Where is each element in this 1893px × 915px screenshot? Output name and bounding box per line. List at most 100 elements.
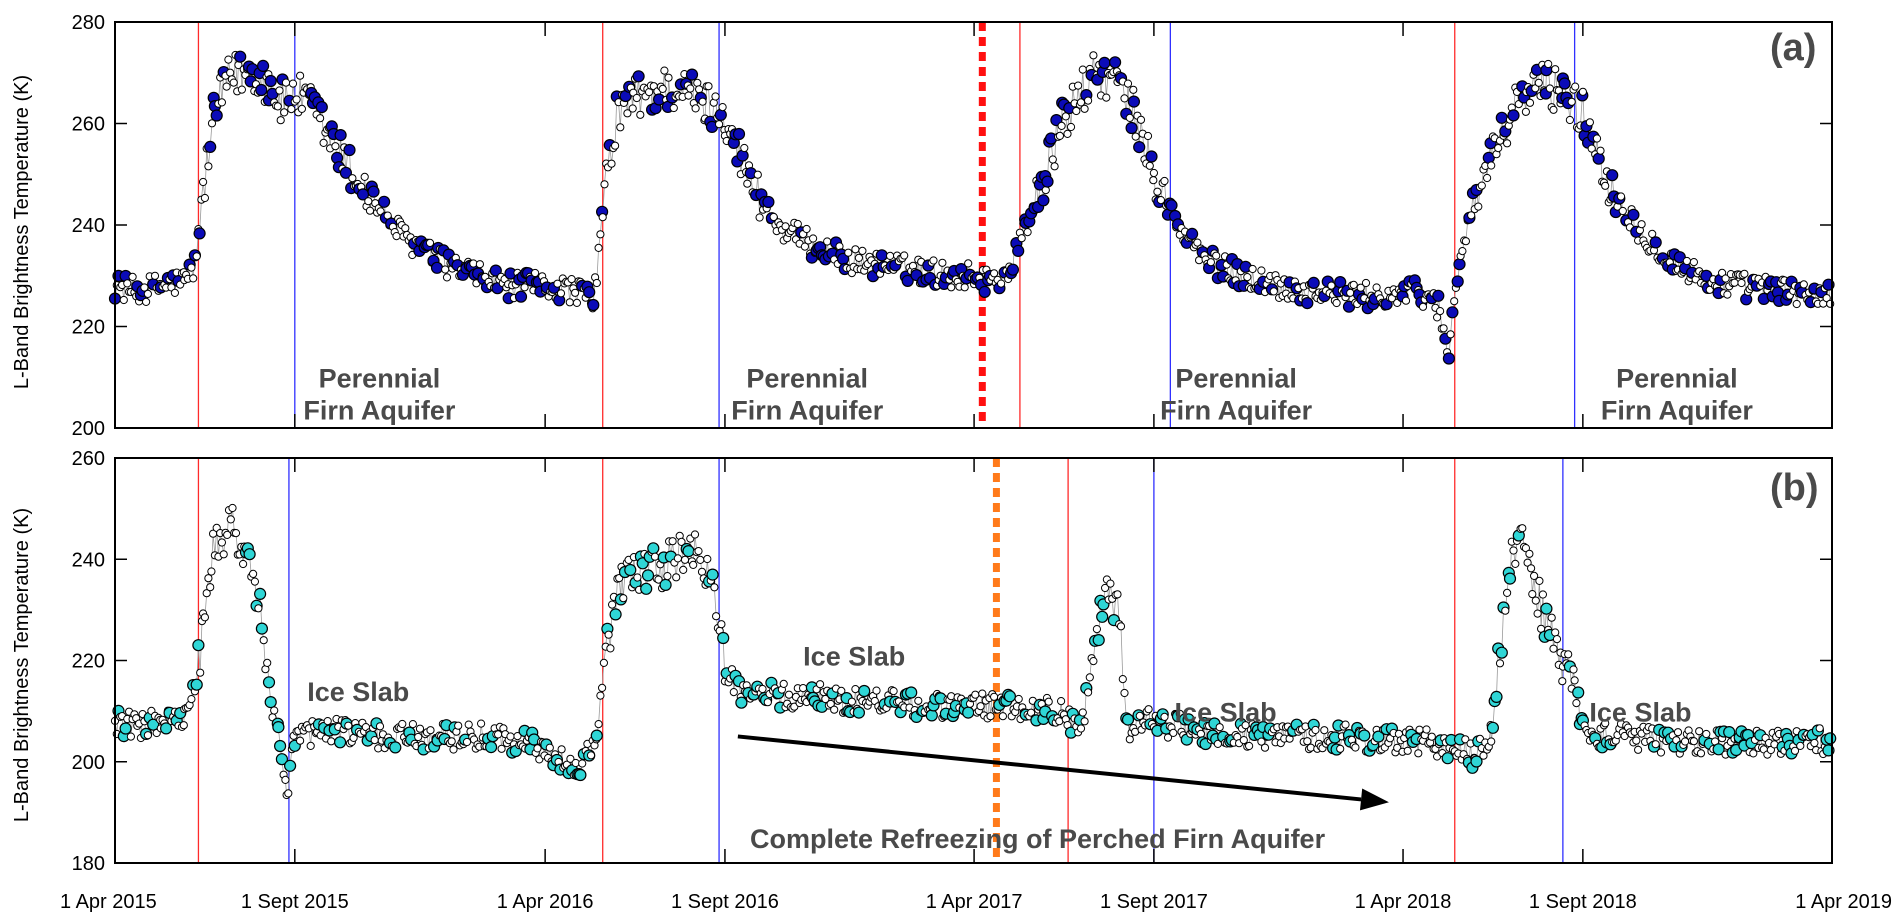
- data-point: [691, 104, 700, 113]
- data-point: [1824, 732, 1837, 745]
- data-point: [1799, 280, 1808, 289]
- data-point: [799, 684, 808, 693]
- data-point: [1108, 56, 1122, 69]
- data-point: [425, 238, 435, 247]
- data-point: [1673, 251, 1686, 264]
- data-point: [1567, 97, 1576, 106]
- data-point: [802, 224, 811, 234]
- data-point: [229, 78, 238, 87]
- panel-b: Ice Slab Ice Slab Ice Slab Ice Slab Complete…: [60, 448, 1892, 913]
- data-point: [743, 179, 752, 188]
- data-point: [398, 719, 407, 729]
- data-point: [464, 720, 473, 729]
- data-point: [697, 567, 707, 576]
- data-point: [1696, 749, 1706, 758]
- data-point: [1401, 296, 1411, 305]
- data-point: [1092, 625, 1102, 634]
- data-point: [190, 678, 203, 691]
- data-point: [962, 706, 975, 719]
- x-tick-label: 1 Sept 2017: [1100, 891, 1208, 913]
- data-point: [978, 285, 991, 298]
- data-point: [664, 73, 673, 82]
- data-point: [1634, 745, 1643, 754]
- data-point: [1085, 673, 1094, 682]
- data-point: [1320, 726, 1329, 735]
- data-point: [364, 197, 373, 206]
- data-point: [938, 258, 947, 267]
- panel-b-label: (b): [1770, 467, 1819, 509]
- data-point: [1084, 688, 1093, 697]
- data-point: [1570, 676, 1579, 685]
- data-point: [447, 737, 456, 746]
- data-point: [875, 249, 888, 262]
- data-point: [210, 109, 223, 122]
- data-point: [1055, 131, 1065, 140]
- y-tick-label: 220: [72, 651, 105, 673]
- data-point: [769, 212, 778, 222]
- data-point: [1303, 737, 1312, 746]
- data-point: [606, 644, 615, 653]
- data-point: [578, 759, 587, 768]
- data-point: [239, 559, 248, 569]
- data-point: [574, 768, 587, 782]
- data-point: [1248, 264, 1257, 274]
- data-point: [1145, 150, 1158, 163]
- data-point: [830, 705, 839, 714]
- data-point: [272, 720, 285, 734]
- data-point: [1749, 749, 1758, 758]
- data-point: [837, 686, 846, 696]
- data-point: [189, 274, 198, 283]
- data-point: [1125, 121, 1138, 135]
- data-point: [1393, 743, 1402, 752]
- data-point: [284, 789, 293, 798]
- data-point: [1414, 749, 1423, 758]
- data-point: [1632, 736, 1641, 745]
- data-point: [274, 739, 287, 753]
- data-point: [275, 86, 284, 95]
- data-point: [594, 720, 603, 729]
- data-point: [287, 105, 296, 114]
- data-point: [392, 232, 401, 241]
- data-point: [604, 630, 613, 639]
- data-point: [296, 736, 305, 745]
- data-point: [668, 537, 677, 546]
- data-point: [1564, 650, 1573, 659]
- data-point: [914, 696, 923, 705]
- data-point: [231, 529, 241, 538]
- data-point: [389, 741, 402, 754]
- y-tick-label: 200: [72, 752, 105, 774]
- data-point: [430, 261, 444, 274]
- data-point: [219, 550, 228, 559]
- data-point: [997, 279, 1006, 288]
- data-point: [1169, 728, 1178, 738]
- y-tick-label: 260: [72, 114, 105, 136]
- data-point: [1540, 602, 1553, 615]
- data-point: [1372, 283, 1381, 292]
- panel-a-x-axis: [114, 22, 1833, 428]
- data-point: [276, 116, 285, 125]
- data-point: [1418, 302, 1428, 311]
- data-point: [1507, 109, 1520, 122]
- data-point: [779, 679, 788, 689]
- data-point: [263, 658, 272, 668]
- data-point: [1050, 162, 1059, 171]
- data-point: [673, 554, 683, 563]
- data-point: [925, 709, 938, 722]
- data-point: [784, 690, 794, 699]
- data-point: [545, 743, 554, 752]
- data-point: [571, 288, 580, 297]
- data-point: [226, 68, 235, 77]
- data-point: [1518, 524, 1527, 533]
- data-point: [217, 538, 226, 547]
- data-point: [710, 583, 719, 592]
- data-point: [254, 587, 267, 601]
- data-point: [1260, 743, 1270, 752]
- data-point: [1206, 258, 1216, 267]
- data-point: [1098, 56, 1111, 70]
- data-point: [1486, 721, 1500, 734]
- data-point: [217, 98, 226, 107]
- y-tick-label: 240: [72, 549, 105, 571]
- data-point: [1403, 746, 1412, 755]
- data-point: [1212, 251, 1221, 260]
- data-point: [533, 744, 542, 753]
